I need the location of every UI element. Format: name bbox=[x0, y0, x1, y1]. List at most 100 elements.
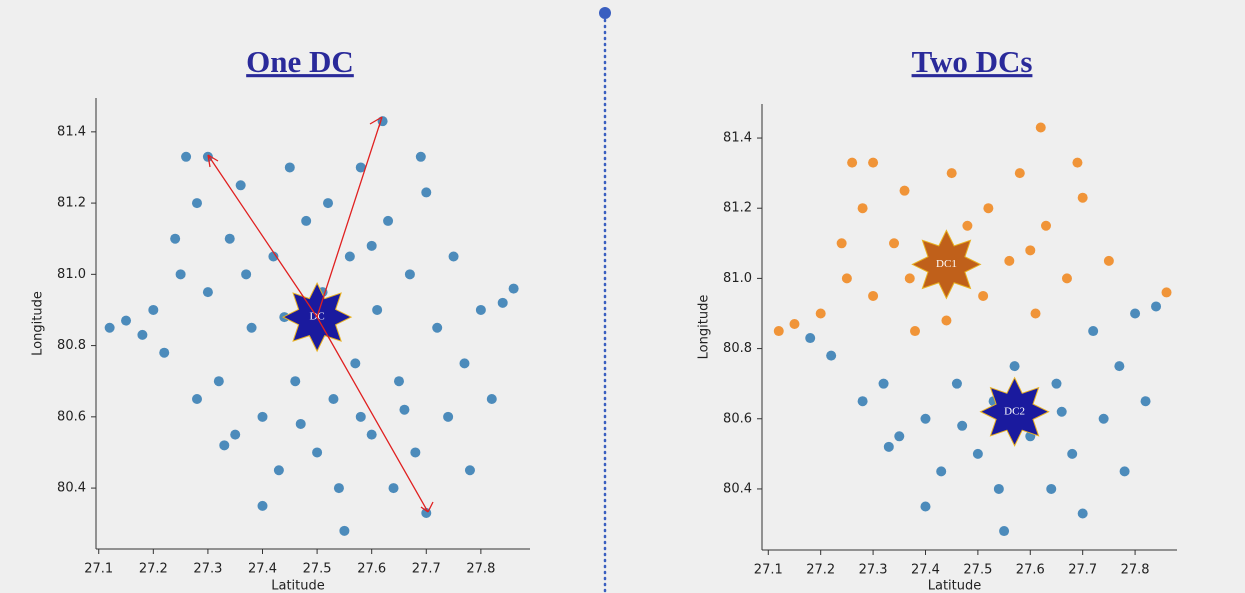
point bbox=[1067, 448, 1078, 459]
annotation-arrow bbox=[316, 116, 383, 318]
y-tick-label: 81.2 bbox=[723, 201, 752, 216]
point bbox=[213, 376, 224, 387]
point bbox=[836, 238, 847, 249]
point bbox=[366, 429, 377, 440]
x-tick-label: 27.1 bbox=[84, 562, 113, 577]
point bbox=[475, 304, 486, 315]
y-tick-label: 81.4 bbox=[57, 124, 86, 139]
point bbox=[1014, 168, 1025, 179]
point bbox=[175, 269, 186, 280]
point bbox=[1103, 255, 1114, 266]
x-axis-label: Latitude bbox=[928, 579, 982, 593]
dc-marker bbox=[911, 229, 982, 300]
point bbox=[920, 413, 931, 424]
point bbox=[1035, 122, 1046, 133]
y-tick-label: 81.2 bbox=[57, 196, 86, 211]
point bbox=[857, 396, 868, 407]
point bbox=[978, 290, 989, 301]
point bbox=[1061, 273, 1072, 284]
point bbox=[486, 394, 497, 405]
x-tick-label: 27.4 bbox=[911, 563, 940, 578]
point bbox=[241, 269, 252, 280]
point bbox=[399, 404, 410, 415]
x-tick-label: 27.2 bbox=[806, 563, 835, 578]
point bbox=[1051, 378, 1062, 389]
y-tick-label: 80.4 bbox=[723, 481, 752, 496]
point bbox=[941, 315, 952, 326]
point bbox=[894, 431, 905, 442]
y-tick-label: 81.0 bbox=[57, 267, 86, 282]
point bbox=[312, 447, 323, 458]
point bbox=[878, 378, 889, 389]
point bbox=[508, 283, 519, 294]
x-tick-label: 27.3 bbox=[193, 562, 222, 577]
dc-marker bbox=[979, 376, 1050, 447]
point bbox=[404, 269, 415, 280]
point bbox=[972, 448, 983, 459]
x-tick-label: 27.7 bbox=[1068, 563, 1097, 578]
point bbox=[121, 315, 132, 326]
point bbox=[936, 466, 947, 477]
point bbox=[1077, 508, 1088, 519]
point bbox=[224, 233, 235, 244]
x-axis-label: Latitude bbox=[271, 579, 325, 593]
point bbox=[868, 157, 879, 168]
point bbox=[957, 420, 968, 431]
point bbox=[290, 376, 301, 387]
point bbox=[295, 418, 306, 429]
point bbox=[459, 358, 470, 369]
point bbox=[904, 273, 915, 284]
dc-label: DC1 bbox=[936, 258, 957, 270]
y-tick-label: 80.6 bbox=[57, 409, 86, 424]
point bbox=[257, 500, 268, 511]
point bbox=[301, 215, 312, 226]
x-tick-label: 27.3 bbox=[859, 563, 888, 578]
annotations bbox=[207, 116, 434, 513]
point bbox=[773, 326, 784, 337]
point bbox=[805, 333, 816, 344]
point bbox=[999, 526, 1010, 537]
point bbox=[219, 440, 230, 451]
point bbox=[388, 483, 399, 494]
y-tick-label: 80.4 bbox=[57, 481, 86, 496]
point bbox=[323, 198, 334, 209]
y-tick-label: 81.4 bbox=[723, 131, 752, 146]
point bbox=[889, 238, 900, 249]
x-tick-label: 27.1 bbox=[754, 563, 783, 578]
point bbox=[328, 394, 339, 405]
point bbox=[339, 525, 350, 536]
point bbox=[104, 322, 115, 333]
point bbox=[1041, 220, 1052, 231]
point bbox=[962, 220, 973, 231]
point bbox=[191, 394, 202, 405]
point bbox=[393, 376, 404, 387]
point bbox=[421, 187, 432, 198]
x-tick-label: 27.5 bbox=[303, 562, 332, 577]
point bbox=[983, 203, 994, 214]
x-tick-label: 27.2 bbox=[139, 562, 168, 577]
point bbox=[333, 483, 344, 494]
point bbox=[366, 240, 377, 251]
x-tick-label: 27.8 bbox=[466, 562, 495, 577]
point bbox=[826, 350, 837, 361]
point bbox=[1046, 483, 1057, 494]
y-tick-label: 80.8 bbox=[57, 338, 86, 353]
point bbox=[1140, 396, 1151, 407]
point bbox=[410, 447, 421, 458]
point bbox=[946, 168, 957, 179]
point bbox=[1077, 192, 1088, 203]
point bbox=[868, 290, 879, 301]
point bbox=[383, 215, 394, 226]
point bbox=[148, 304, 159, 315]
point bbox=[1004, 255, 1015, 266]
annotation-arrow bbox=[316, 316, 434, 513]
point bbox=[415, 151, 426, 162]
point bbox=[268, 251, 279, 262]
point bbox=[951, 378, 962, 389]
x-tick-label: 27.6 bbox=[1016, 563, 1045, 578]
point bbox=[246, 322, 257, 333]
point bbox=[920, 501, 931, 512]
point bbox=[910, 326, 921, 337]
point bbox=[815, 308, 826, 319]
